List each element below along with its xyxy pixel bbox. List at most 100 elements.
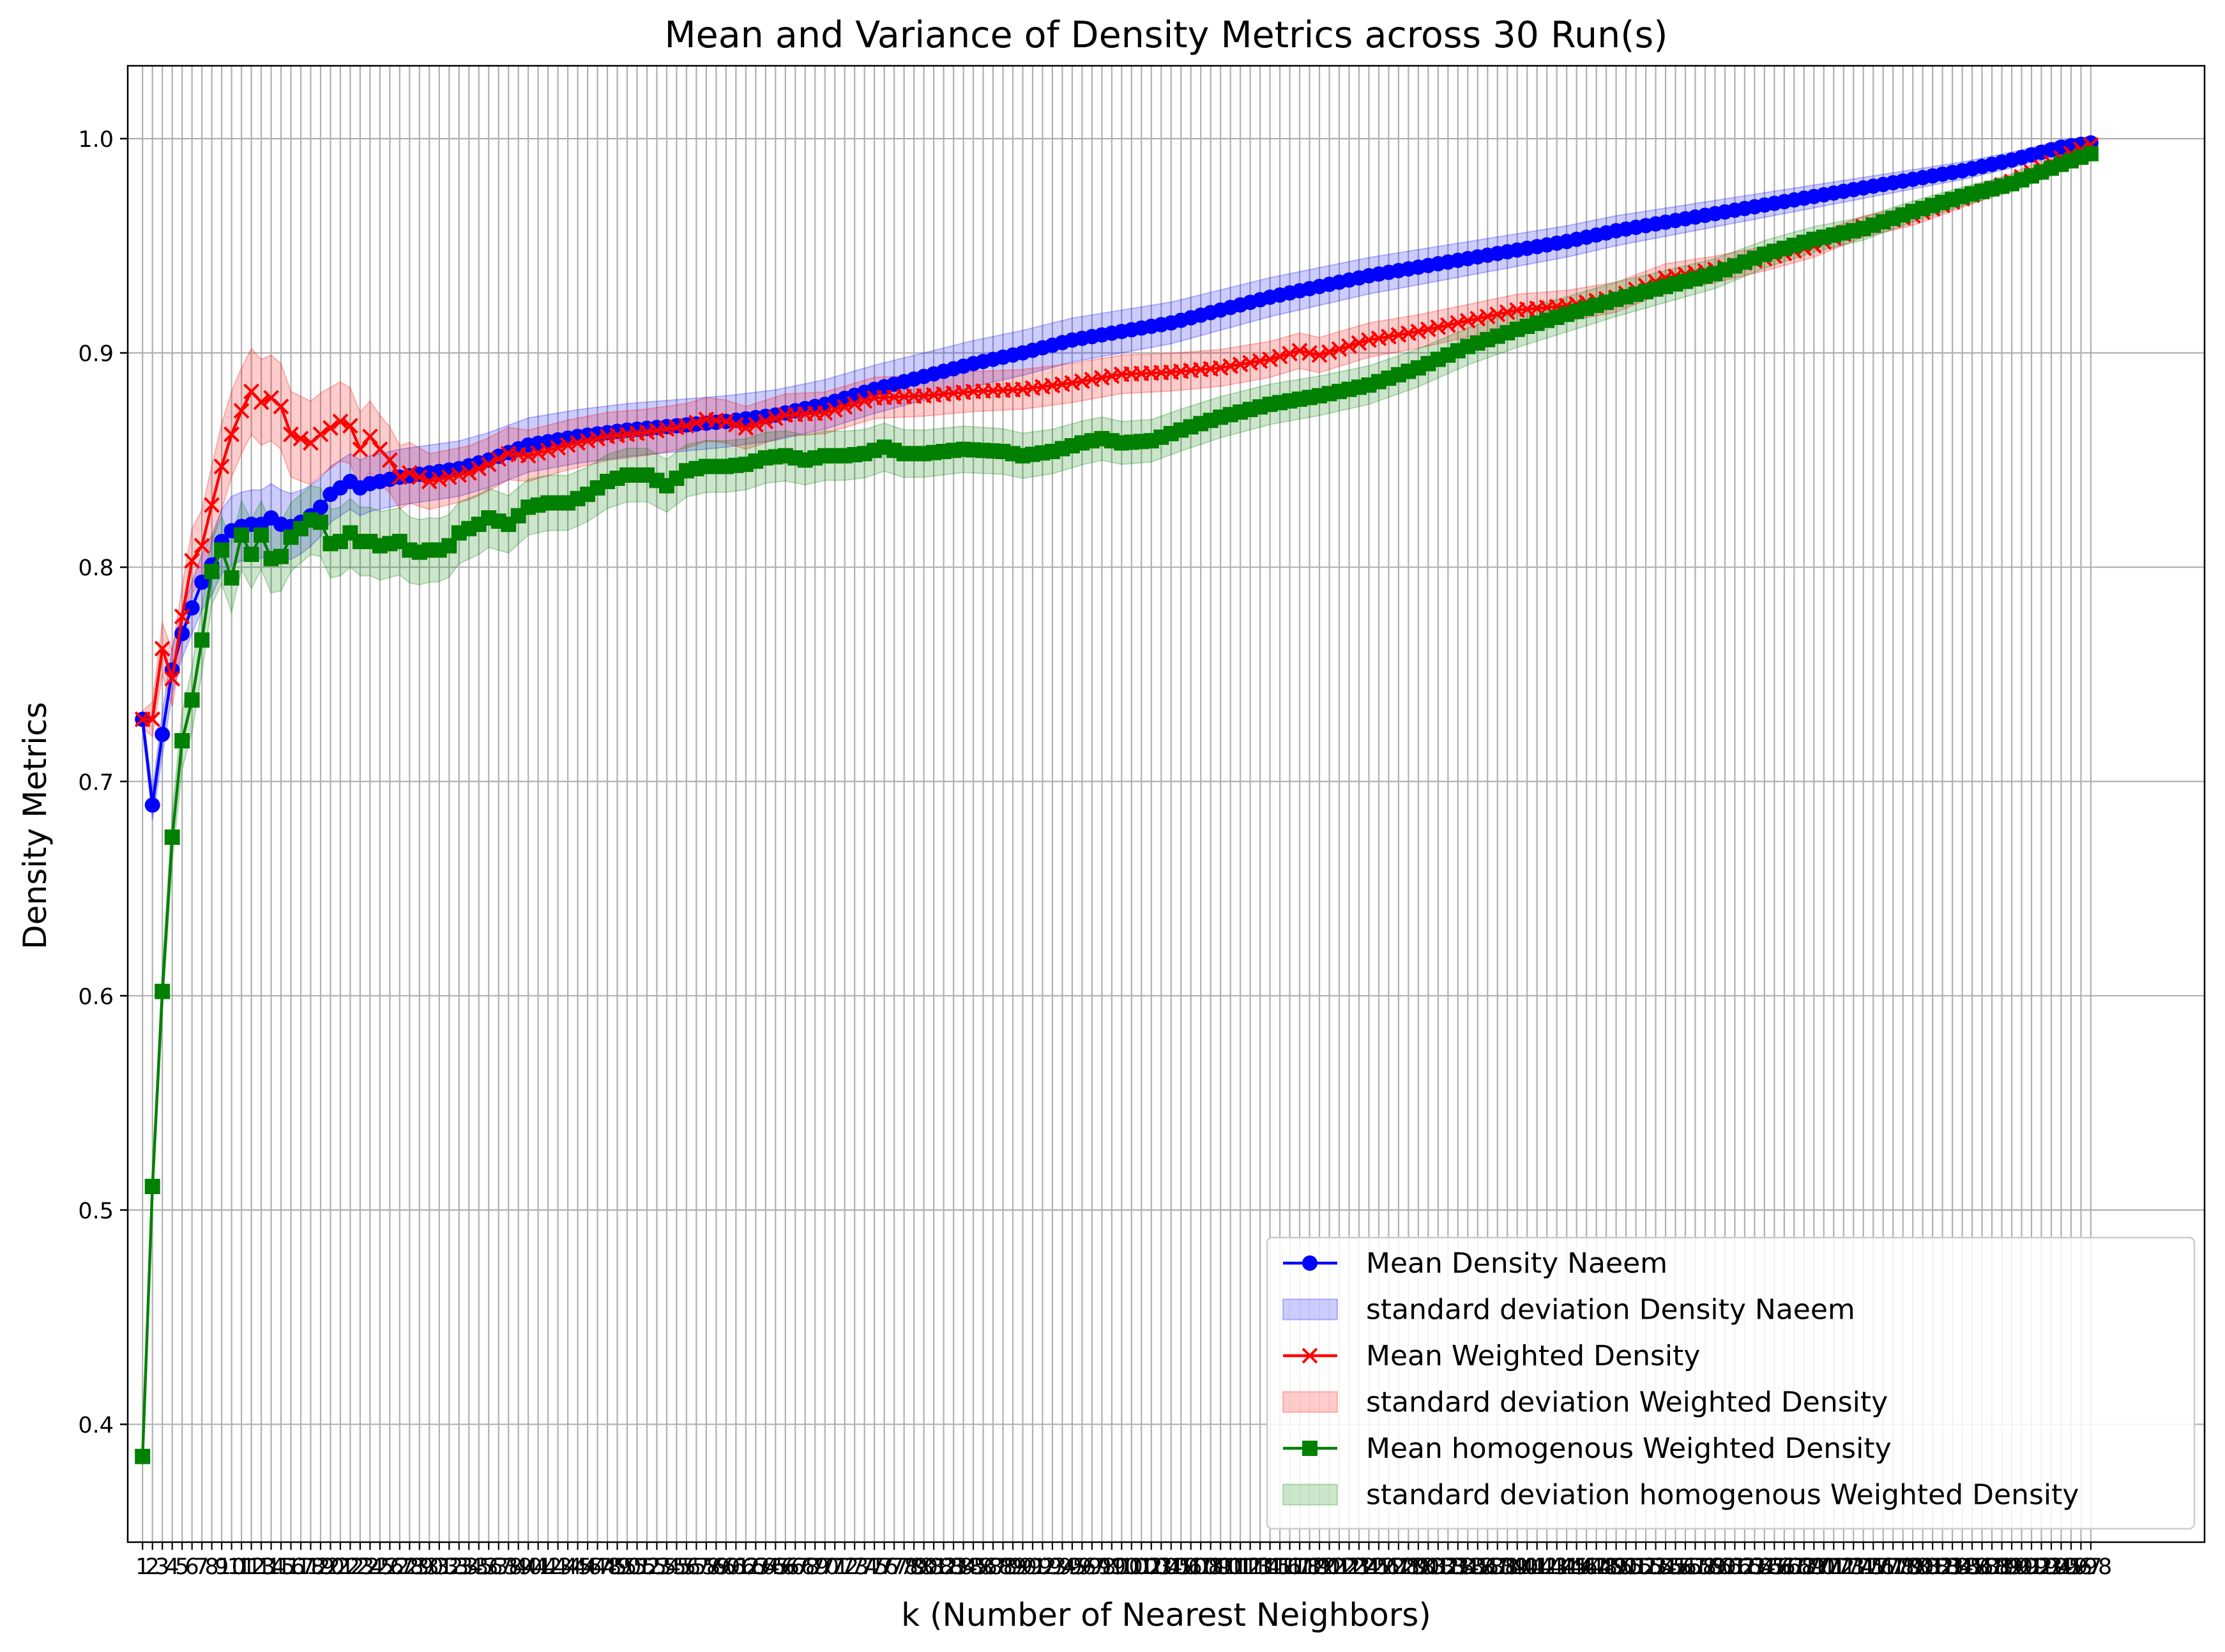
- x-tick-label: 134: [1436, 1554, 1479, 1580]
- x-tick-label: 42: [534, 1554, 563, 1580]
- x-tick-label: 5: [175, 1554, 189, 1580]
- x-tick-label: 152: [1614, 1554, 1657, 1580]
- data-point: [155, 983, 171, 999]
- x-tick-label: 17: [287, 1554, 315, 1580]
- data-point: [184, 692, 200, 708]
- y-tick-label: 0.6: [78, 984, 114, 1010]
- x-tick-label: 4: [165, 1554, 179, 1580]
- x-tick-label: 93: [1038, 1554, 1067, 1580]
- data-point: [214, 542, 230, 558]
- x-tick-label: 117: [1268, 1554, 1311, 1580]
- x-tick-label: 53: [642, 1554, 671, 1580]
- legend-label: standard deviation Weighted Density: [1366, 1386, 1888, 1419]
- x-tick-label: 74: [850, 1554, 879, 1580]
- x-tick-label: 26: [376, 1554, 404, 1580]
- data-point: [1272, 348, 1288, 365]
- x-tick-label: 109: [1189, 1554, 1232, 1580]
- x-tick-label: 83: [939, 1554, 968, 1580]
- data-point: [224, 426, 240, 443]
- x-tick-label: 77: [880, 1554, 909, 1580]
- data-point: [312, 426, 329, 443]
- x-tick-label: 50: [613, 1554, 642, 1580]
- x-tick-label: 172: [1812, 1554, 1855, 1580]
- x-tick-label: 98: [1088, 1554, 1116, 1580]
- x-tick-label: 52: [633, 1554, 662, 1580]
- x-tick-label: 49: [603, 1554, 632, 1580]
- x-tick-label: 178: [1872, 1554, 1915, 1580]
- data-point: [224, 570, 239, 586]
- x-tick-label: 135: [1447, 1554, 1489, 1580]
- x-tick-label: 138: [1476, 1554, 1519, 1580]
- x-tick-label: 16: [277, 1554, 305, 1580]
- data-point: [204, 497, 220, 513]
- x-tick-label: 167: [1763, 1554, 1805, 1580]
- x-tick-label: 81: [920, 1554, 948, 1580]
- data-point: [253, 394, 270, 411]
- data-point: [194, 632, 210, 648]
- x-tick-label: 68: [791, 1554, 819, 1580]
- data-point: [194, 538, 210, 554]
- x-tick-label: 164: [1733, 1554, 1776, 1580]
- x-tick-label: 166: [1753, 1554, 1796, 1580]
- x-tick-label: 154: [1634, 1554, 1677, 1580]
- x-tick-label: 185: [1941, 1554, 1984, 1580]
- x-tick-label: 92: [1028, 1554, 1057, 1580]
- x-tick-label: 94: [1048, 1554, 1077, 1580]
- x-tick-label: 57: [682, 1554, 711, 1580]
- x-tick-label: 115: [1249, 1554, 1291, 1580]
- x-tick-label: 198: [2070, 1554, 2113, 1580]
- x-tick-label: 136: [1456, 1554, 1499, 1580]
- x-tick-label: 145: [1545, 1554, 1588, 1580]
- x-tick-label: 104: [1140, 1554, 1183, 1580]
- x-tick-label: 13: [247, 1554, 276, 1580]
- legend: Mean Density Naeem standard deviation Den…: [1266, 1236, 2196, 1530]
- data-point: [292, 430, 309, 447]
- x-tick-label: 118: [1279, 1554, 1321, 1580]
- x-tick-label: 105: [1150, 1554, 1192, 1580]
- x-tick-label: 40: [514, 1554, 543, 1580]
- x-tick-label: 15: [267, 1554, 296, 1580]
- x-tick-label: 41: [524, 1554, 552, 1580]
- x-tick-label: 29: [406, 1554, 434, 1580]
- x-tick-label: 32: [435, 1554, 464, 1580]
- data-point: [174, 733, 190, 749]
- data-point: [530, 445, 547, 461]
- data-point: [381, 452, 398, 468]
- legend-label: Mean Density Naeem: [1366, 1247, 1667, 1280]
- x-tick-label: 157: [1664, 1554, 1707, 1580]
- x-tick-label: 43: [543, 1554, 572, 1580]
- x-tick-label: 137: [1466, 1554, 1509, 1580]
- data-point: [164, 671, 181, 687]
- x-tick-label: 33: [444, 1554, 473, 1580]
- data-point: [234, 527, 250, 543]
- x-tick-label: 10: [217, 1554, 246, 1580]
- x-tick-label: 163: [1724, 1554, 1766, 1580]
- data-point: [273, 398, 289, 414]
- data-point: [817, 405, 833, 421]
- data-point: [1262, 351, 1279, 368]
- x-tick-label: 195: [2040, 1554, 2083, 1580]
- data-point: [144, 1178, 160, 1194]
- x-tick-label: 2: [146, 1554, 160, 1580]
- x-tick-label: 30: [415, 1554, 444, 1580]
- x-tick-label: 101: [1110, 1554, 1153, 1580]
- x-tick-label: 121: [1308, 1554, 1351, 1580]
- x-tick-label: 89: [999, 1554, 1028, 1580]
- x-tick-label: 59: [702, 1554, 731, 1580]
- x-tick-label: 55: [662, 1554, 691, 1580]
- x-tick-label: 149: [1585, 1554, 1628, 1580]
- x-tick-label: 27: [386, 1554, 414, 1580]
- x-tick-label: 70: [810, 1554, 839, 1580]
- x-tick-label: 161: [1704, 1554, 1747, 1580]
- x-tick-label: 151: [1605, 1554, 1648, 1580]
- x-tick-label: 129: [1387, 1554, 1430, 1580]
- x-tick-label: 153: [1625, 1554, 1667, 1580]
- data-point: [144, 797, 160, 813]
- x-tick-label: 22: [336, 1554, 365, 1580]
- x-tick-label: 85: [959, 1554, 988, 1580]
- data-point: [391, 469, 408, 485]
- x-tick-label: 130: [1397, 1554, 1439, 1580]
- x-tick-label: 45: [563, 1554, 592, 1580]
- x-tick-label: 76: [870, 1554, 899, 1580]
- x-tick-label: 11: [227, 1554, 256, 1580]
